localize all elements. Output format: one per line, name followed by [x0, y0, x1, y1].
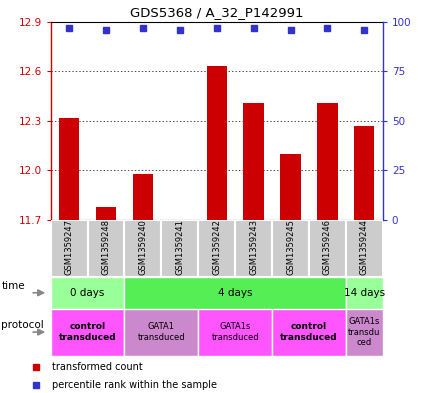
Text: protocol: protocol	[1, 320, 44, 330]
Text: GATA1s
transduced: GATA1s transduced	[211, 322, 259, 342]
Text: GSM1359244: GSM1359244	[360, 220, 369, 275]
Bar	[51, 309, 125, 356]
Bar	[96, 207, 116, 220]
Text: GSM1359245: GSM1359245	[286, 220, 295, 275]
Bar	[198, 220, 235, 277]
Text: GSM1359241: GSM1359241	[175, 220, 184, 275]
Bar	[272, 220, 309, 277]
Text: GSM1359243: GSM1359243	[249, 219, 258, 275]
Bar	[354, 126, 374, 220]
Title: GDS5368 / A_32_P142991: GDS5368 / A_32_P142991	[130, 6, 304, 19]
Text: GATA1s
transdu
ced: GATA1s transdu ced	[348, 317, 381, 347]
Text: control
transduced: control transduced	[59, 322, 116, 342]
Bar	[51, 220, 88, 277]
Bar	[161, 220, 198, 277]
Text: GSM1359247: GSM1359247	[65, 219, 73, 275]
Text: GSM1359242: GSM1359242	[212, 220, 221, 275]
Bar	[235, 220, 272, 277]
Bar	[346, 220, 383, 277]
Text: percentile rank within the sample: percentile rank within the sample	[51, 380, 216, 390]
Bar	[51, 277, 125, 309]
Bar	[125, 220, 161, 277]
Bar	[59, 118, 79, 220]
Bar	[125, 277, 346, 309]
Text: GSM1359240: GSM1359240	[138, 220, 147, 275]
Bar	[309, 220, 346, 277]
Bar	[272, 309, 346, 356]
Text: GATA1
transduced: GATA1 transduced	[138, 322, 185, 342]
Bar	[346, 277, 383, 309]
Text: GSM1359248: GSM1359248	[102, 219, 110, 275]
Bar	[133, 174, 153, 220]
Bar	[317, 103, 337, 220]
Text: time: time	[1, 281, 25, 291]
Bar	[346, 309, 383, 356]
Text: 4 days: 4 days	[218, 288, 253, 298]
Bar	[280, 154, 301, 220]
Bar	[88, 220, 125, 277]
Bar	[243, 103, 264, 220]
Text: 14 days: 14 days	[344, 288, 385, 298]
Text: 0 days: 0 days	[70, 288, 105, 298]
Bar	[125, 309, 198, 356]
Text: GSM1359246: GSM1359246	[323, 219, 332, 275]
Text: transformed count: transformed count	[51, 362, 143, 372]
Bar	[206, 66, 227, 220]
Text: control
transduced: control transduced	[280, 322, 338, 342]
Bar	[198, 309, 272, 356]
